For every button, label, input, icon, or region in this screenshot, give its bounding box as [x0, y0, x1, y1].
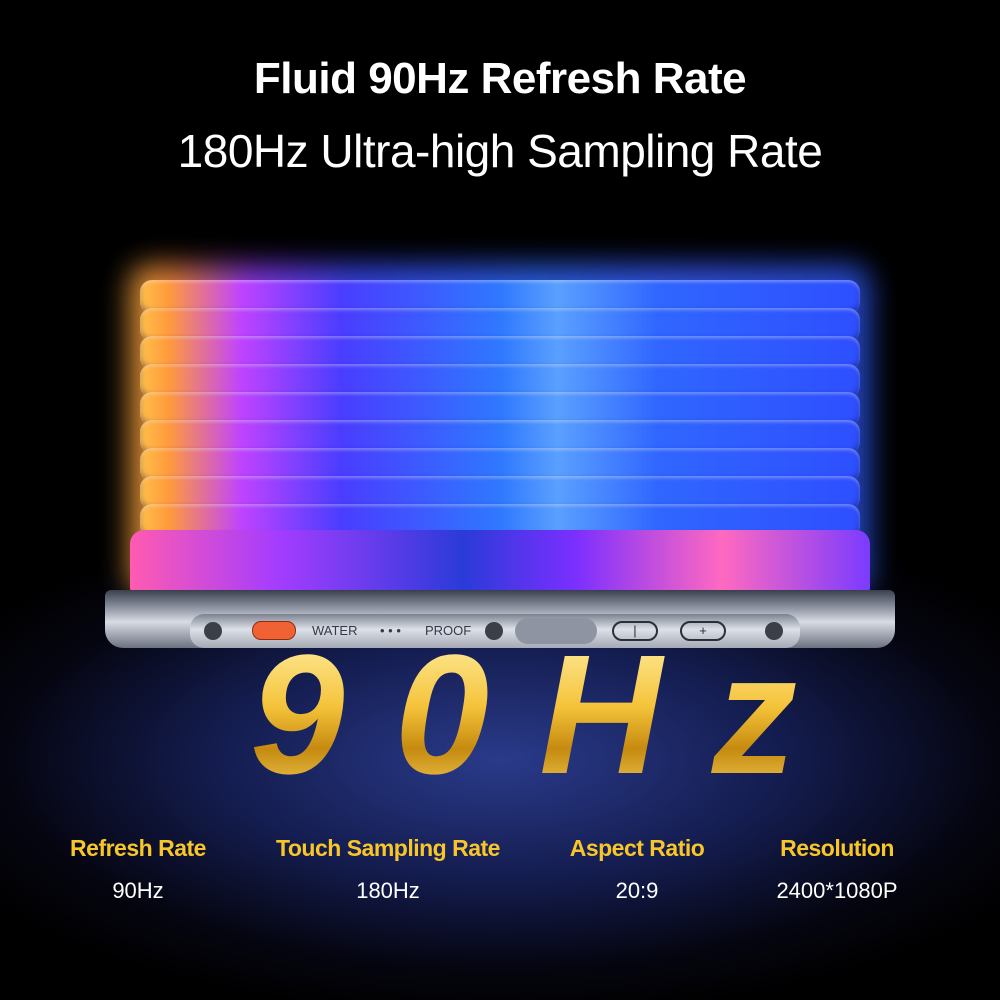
spec-aspect-ratio: Aspect Ratio 20:9 — [517, 835, 757, 904]
spec-value: 90Hz — [112, 878, 164, 903]
spec-label: Touch Sampling Rate — [276, 835, 500, 861]
spec-value: 20:9 — [615, 878, 659, 903]
motion-layers — [140, 280, 860, 580]
spec-label: Aspect Ratio — [569, 835, 705, 861]
spec-value: 180Hz — [356, 878, 420, 903]
screw-icon — [204, 622, 222, 640]
volume-up-button: + — [680, 621, 726, 641]
spec-resolution: Resolution 2400*1080P — [717, 835, 957, 904]
proof-label: PROOF — [425, 623, 471, 638]
hero-90hz-text: 90Hz — [200, 630, 800, 800]
spec-label: Resolution — [780, 835, 894, 861]
spec-touch-sampling-rate: Touch Sampling Rate 180Hz — [268, 835, 508, 904]
page-title: Fluid 90Hz Refresh Rate — [253, 54, 747, 103]
spec-value: 2400*1080P — [776, 878, 898, 903]
fingerprint-button — [515, 618, 597, 644]
phone-screen — [130, 530, 870, 592]
screw-icon — [485, 622, 503, 640]
orange-key-button — [252, 621, 296, 640]
page-subtitle: 180Hz Ultra-high Sampling Rate — [177, 125, 823, 177]
water-label: WATER — [312, 623, 358, 638]
dots-label: • • • — [380, 623, 401, 638]
screw-icon — [765, 622, 783, 640]
spec-label: Refresh Rate — [70, 835, 206, 861]
volume-down-button: | — [612, 621, 658, 641]
phone-side-band: WATER • • • PROOF | + — [190, 614, 800, 648]
spec-list: Refresh Rate 90Hz Touch Sampling Rate 18… — [0, 835, 1000, 915]
spec-refresh-rate: Refresh Rate 90Hz — [18, 835, 258, 904]
